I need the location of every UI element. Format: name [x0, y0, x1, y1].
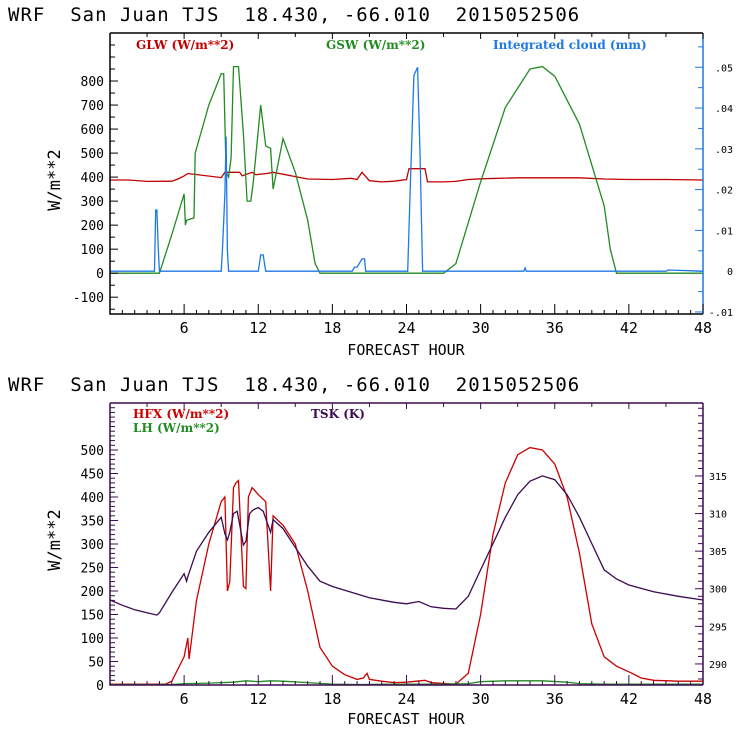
legend-tsk: TSK (K) — [311, 407, 365, 421]
y-tick-label: 350 — [81, 515, 104, 530]
plot-area: 6 12 18 24 30 36 42 48 0 50 100 150 200 250 300 350 400 4… — [81, 402, 727, 708]
x-tick-label: 18 — [323, 690, 341, 708]
y-tick-label: 800 — [81, 75, 104, 90]
x-tick-label: 36 — [546, 690, 564, 708]
radiation-panel: WRF San Juan TJS 18.430, -66.010 2015052… — [8, 4, 733, 359]
plot-area: 6 12 18 24 30 36 42 48 -100 0 100 200 300 400 500 600 70… — [73, 32, 733, 337]
legend-glw: GLW (W/m**2) — [136, 38, 234, 52]
x-tick-label: 42 — [620, 690, 638, 708]
x-tick-label: 48 — [694, 690, 712, 708]
y-tick-label: 200 — [81, 585, 104, 600]
y2-tick-label: .03 — [715, 145, 733, 156]
y2-tick-label: 305 — [709, 547, 727, 558]
y2-tick-label: 315 — [709, 472, 727, 483]
y2-tick-label: 300 — [709, 585, 727, 596]
legend-integrated-cloud: Integrated cloud (mm) — [493, 38, 647, 52]
x-tick-label: 6 — [180, 319, 189, 337]
x-axis-label: FORECAST HOUR — [347, 341, 465, 359]
y-axis-label: W/m**2 — [45, 149, 65, 210]
x-tick-label: 18 — [323, 319, 341, 337]
x-tick-label: 24 — [397, 319, 415, 337]
series-line-glw — [110, 168, 704, 183]
x-axis-label: FORECAST HOUR — [347, 710, 465, 728]
y-tick-label: 600 — [81, 123, 104, 138]
y-tick-label: 0 — [96, 679, 104, 694]
y-tick-label: 450 — [81, 468, 104, 483]
surface-flux-panel: WRF San Juan TJS 18.430, -66.010 2015052… — [8, 374, 727, 728]
panel-title: WRF San Juan TJS 18.430, -66.010 2015052… — [8, 4, 580, 26]
x-tick-label: 36 — [546, 319, 564, 337]
y-tick-label: 400 — [81, 171, 104, 186]
y2-tick-label: .04 — [715, 104, 733, 115]
y-tick-label: 150 — [81, 609, 104, 624]
y2-tick-label: -.01 — [709, 308, 733, 319]
x-tick-label: 6 — [180, 690, 189, 708]
y2-tick-label: .01 — [715, 226, 733, 237]
y-tick-label: 50 — [88, 656, 104, 671]
x-tick-label: 12 — [249, 690, 267, 708]
legend-lh: LH (W/m**2) — [133, 421, 220, 435]
y-tick-label: 0 — [96, 267, 104, 282]
series-line-tsk — [109, 475, 704, 616]
x-tick-label: 48 — [694, 319, 712, 337]
y-tick-label: 100 — [81, 243, 104, 258]
y-tick-label: 500 — [81, 147, 104, 162]
x-tick-label: 24 — [397, 690, 415, 708]
legend-gsw: GSW (W/m**2) — [326, 38, 425, 52]
series-line-hfx — [110, 446, 703, 685]
x-tick-label: 42 — [620, 319, 638, 337]
y-tick-label: 300 — [81, 538, 104, 553]
y2-tick-label: 310 — [709, 510, 727, 521]
y2-tick-label: 290 — [709, 660, 727, 671]
y2-tick-label: .05 — [715, 63, 733, 74]
legend-hfx: HFX (W/m**2) — [133, 407, 229, 421]
series-line-integrated — [110, 67, 704, 272]
y2-tick-label: 0 — [727, 267, 733, 278]
y-tick-label: 700 — [81, 99, 104, 114]
series-line-gsw — [110, 65, 703, 274]
y2-tick-label: 295 — [709, 622, 727, 633]
y-tick-label: 200 — [81, 219, 104, 234]
x-tick-label: 30 — [472, 690, 490, 708]
y-axis-label: W/m**2 — [45, 509, 65, 570]
y-tick-label: 500 — [81, 444, 104, 459]
y-tick-label: 100 — [81, 632, 104, 647]
x-tick-label: 30 — [472, 319, 490, 337]
y-tick-label: 400 — [81, 491, 104, 506]
panel-title: WRF San Juan TJS 18.430, -66.010 2015052… — [8, 374, 580, 396]
x-tick-label: 12 — [249, 319, 267, 337]
y-tick-label: 300 — [81, 195, 104, 210]
plot-frame — [109, 402, 703, 686]
y-tick-label: -100 — [73, 291, 104, 306]
y2-tick-label: .02 — [715, 186, 733, 197]
y-tick-label: 250 — [81, 562, 104, 577]
